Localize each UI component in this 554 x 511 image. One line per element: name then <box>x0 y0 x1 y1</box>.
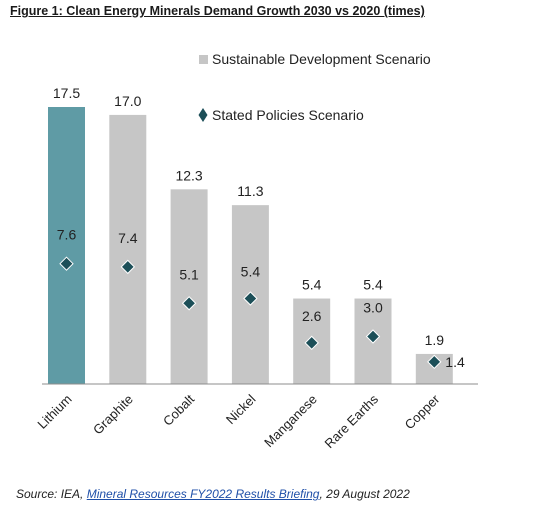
marker-value-label: 5.4 <box>241 264 261 280</box>
category-label: Manganese <box>261 392 320 451</box>
marker <box>181 296 197 311</box>
category-label: Copper <box>402 391 443 432</box>
category-label: Graphite <box>90 392 136 438</box>
legend: Sustainable Development Scenario Stated … <box>198 51 431 123</box>
marker-value-label: 3.0 <box>363 300 383 316</box>
category-label: Lithium <box>34 392 74 432</box>
marker <box>304 335 319 351</box>
plot-area: 17.5 7.6 Lithium 17.0 7.4 Graphite 12.3 5.1 Coba… <box>34 85 478 451</box>
source-link[interactable]: Mineral Resources FY2022 Results Briefin… <box>86 487 320 501</box>
marker-value-label: 7.4 <box>118 230 138 246</box>
bar-value-label: 1.9 <box>425 332 445 348</box>
marker <box>120 259 136 275</box>
bar-value-label: 5.4 <box>363 277 383 293</box>
bar <box>48 107 85 384</box>
demand-growth-chart: Sustainable Development Scenario Stated … <box>34 51 478 451</box>
legend-bar-label: Sustainable Development Scenario <box>212 51 431 67</box>
category-label: Cobalt <box>160 391 197 428</box>
marker-value-label: 2.6 <box>302 308 322 324</box>
source-note: Source: IEA, Mineral Resources FY2022 Re… <box>16 487 410 501</box>
figure-title: Figure 1: Clean Energy Minerals Demand G… <box>10 4 425 18</box>
marker-value-label: 1.4 <box>445 354 465 370</box>
source-prefix: Source: IEA, <box>16 487 87 501</box>
marker-value-label: 5.1 <box>179 266 199 282</box>
bar-value-label: 12.3 <box>175 167 202 183</box>
legend-marker-swatch <box>198 108 208 122</box>
marker <box>365 329 381 344</box>
bar-value-label: 17.0 <box>114 93 141 109</box>
category-label: Nickel <box>223 391 259 427</box>
bar-value-label: 11.3 <box>237 183 263 199</box>
marker-value-label: 7.6 <box>57 227 77 243</box>
bar-value-label: 17.5 <box>53 85 80 101</box>
marker <box>59 256 74 271</box>
legend-bar-swatch <box>199 55 208 64</box>
bar <box>170 189 208 384</box>
category-label: Rare Earths <box>321 391 381 451</box>
marker <box>243 291 258 306</box>
bar-value-label: 5.4 <box>302 277 322 293</box>
marker <box>427 354 442 370</box>
legend-marker-label: Stated Policies Scenario <box>212 107 364 123</box>
source-suffix: , 29 August 2022 <box>319 487 410 501</box>
bar <box>109 114 147 385</box>
